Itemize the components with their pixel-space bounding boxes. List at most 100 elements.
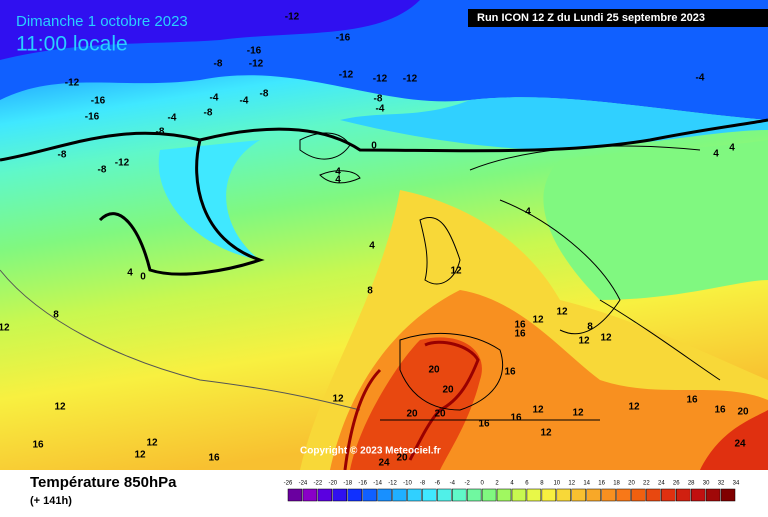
colorbar: -26 -24 -22 -20 -18 -16 -14 -12 -10 -8 -6 -4 -2 0 2 4 6 8… xyxy=(284,481,740,502)
colorbar-tick-label: -4 xyxy=(450,481,456,487)
contour-label: -16 xyxy=(91,96,106,107)
contour-label: -12 xyxy=(285,12,300,23)
contour-label: 16 xyxy=(208,453,220,464)
coastline xyxy=(299,132,721,421)
colorbar-swatch xyxy=(481,488,497,502)
hot-zone xyxy=(700,410,768,470)
colorbar-tick-label: 6 xyxy=(525,481,529,487)
contour-label: 20 xyxy=(396,453,408,464)
date: Dimanche 1 octobre 2023 xyxy=(16,13,188,30)
contour-label: 16 xyxy=(514,320,526,331)
colorbar-tick-label: 8 xyxy=(540,481,544,487)
colorbar-swatch xyxy=(347,488,362,502)
twenty-isotherm xyxy=(343,340,480,471)
contour-label: 4 xyxy=(369,241,375,252)
colorbar-swatch xyxy=(452,488,467,502)
colorbar-tick-label: 10 xyxy=(553,481,560,487)
colorbar-swatch xyxy=(541,488,557,502)
colorbar-swatch xyxy=(586,488,601,502)
lead-time: (+ 141h) xyxy=(30,495,72,507)
colorbar-tick-label: -20 xyxy=(328,481,337,487)
contour-label: 12 xyxy=(0,323,10,334)
colorbar-swatch xyxy=(392,488,407,502)
contour-label: 12 xyxy=(532,405,544,416)
contour-label: 12 xyxy=(450,266,462,277)
colorbar-tick-label: 22 xyxy=(643,481,650,487)
contour-label: 12 xyxy=(600,333,612,344)
zero-isotherm xyxy=(0,118,768,276)
contour-label: 12 xyxy=(628,402,640,413)
colorbar-tick-label: 34 xyxy=(733,481,740,487)
colorbar-swatch xyxy=(601,488,616,502)
contour-label: 12 xyxy=(556,307,568,318)
colorbar-tick-label: 0 xyxy=(480,481,484,487)
contour-label: 8 xyxy=(587,322,593,333)
contour-label: 12 xyxy=(54,402,66,413)
contour-label: 12 xyxy=(540,428,552,439)
contour-label: -4 xyxy=(240,96,249,107)
contour-labels: -12-16-16-12-8-12 -12 -12-8-4-4 -4-8-8-4-8-… xyxy=(0,12,749,469)
colorbar-swatch xyxy=(437,488,452,502)
colorbar-swatch xyxy=(690,488,706,502)
colorbar-tick-label: -18 xyxy=(343,481,352,487)
contour-label: -4 xyxy=(210,93,219,104)
contour-label: 4 xyxy=(729,143,735,154)
footer-title: Température 850hPa xyxy=(30,474,177,491)
colorbar-swatch xyxy=(377,488,392,502)
contour-label: 4 xyxy=(335,167,341,178)
contour-label: -8 xyxy=(260,89,269,100)
contour-label: 4 xyxy=(713,149,719,160)
colorbar-swatch xyxy=(661,488,676,502)
contour-label: 16 xyxy=(514,329,526,340)
contour-label: 24 xyxy=(734,439,746,450)
contour-label: 12 xyxy=(332,394,344,405)
colorbar-tick-label: 2 xyxy=(495,481,499,487)
contour-label: 8 xyxy=(367,286,373,297)
contour-label: -16 xyxy=(336,33,351,44)
contour-label: -12 xyxy=(65,78,80,89)
colorbar-tick-label: 20 xyxy=(628,481,635,487)
run-box xyxy=(468,9,768,27)
colorbar-swatch xyxy=(317,488,333,502)
contour-label: 20 xyxy=(737,407,749,418)
colorbar-tick-label: -2 xyxy=(465,481,471,487)
colorbar-tick-label: 16 xyxy=(598,481,605,487)
contour-label: 12 xyxy=(578,336,590,347)
contour-label: -4 xyxy=(696,73,705,84)
colorbar-tick-label: -12 xyxy=(388,481,397,487)
colorbar-swatch xyxy=(496,488,512,502)
contour-label: 20 xyxy=(434,409,446,420)
cool-zone xyxy=(158,140,260,260)
contour-label: 20 xyxy=(442,385,454,396)
contour-label: -8 xyxy=(98,165,107,176)
contour-label: -8 xyxy=(58,150,67,161)
colorbar-swatch xyxy=(302,488,318,502)
isotherm xyxy=(0,269,361,411)
contour-label: -12 xyxy=(403,74,418,85)
contour-label: 16 xyxy=(714,405,726,416)
contour-label: 4 xyxy=(525,207,531,218)
colorbar-tick-label: 12 xyxy=(568,481,575,487)
colorbar-tick-label: -10 xyxy=(403,481,412,487)
cold-zone xyxy=(0,0,420,60)
colorbar-swatch xyxy=(407,488,422,502)
contour-label: 12 xyxy=(572,408,584,419)
colorbar-swatch xyxy=(646,488,661,502)
contour-label: 0 xyxy=(140,272,146,283)
copyright: Copyright © 2023 Meteociel.fr xyxy=(300,446,441,457)
contour-label: 16 xyxy=(504,367,516,378)
colorbar-swatch xyxy=(526,488,542,502)
colorbar-swatch xyxy=(422,488,437,502)
colorbar-tick-label: 4 xyxy=(510,481,514,487)
contour-label: 16 xyxy=(510,413,522,424)
colorbar-tick-label: 32 xyxy=(718,481,725,487)
colorbar-tick-label: -6 xyxy=(435,481,441,487)
contour-label: 4 xyxy=(335,175,341,186)
contour-label: -12 xyxy=(115,158,130,169)
contour-label: -12 xyxy=(249,59,264,70)
colorbar-tick-label: 18 xyxy=(613,481,620,487)
contour-label: -8 xyxy=(204,108,213,119)
colorbar-swatch xyxy=(362,488,377,502)
